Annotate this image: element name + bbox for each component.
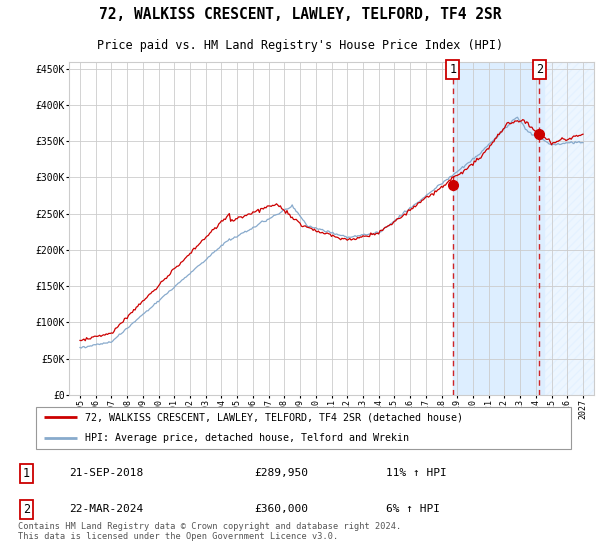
Bar	[544, 62, 594, 395]
Text: 1: 1	[23, 467, 30, 480]
Text: Price paid vs. HM Land Registry's House Price Index (HPI): Price paid vs. HM Land Registry's House …	[97, 39, 503, 53]
Text: 11% ↑ HPI: 11% ↑ HPI	[386, 468, 447, 478]
Text: 2: 2	[536, 63, 543, 76]
Text: 2: 2	[23, 503, 30, 516]
Text: £360,000: £360,000	[254, 505, 308, 515]
Text: 22-MAR-2024: 22-MAR-2024	[70, 505, 144, 515]
Text: HPI: Average price, detached house, Telford and Wrekin: HPI: Average price, detached house, Telf…	[85, 433, 409, 444]
Text: 6% ↑ HPI: 6% ↑ HPI	[386, 505, 440, 515]
Text: £289,950: £289,950	[254, 468, 308, 478]
FancyBboxPatch shape	[35, 407, 571, 449]
Text: 72, WALKISS CRESCENT, LAWLEY, TELFORD, TF4 2SR: 72, WALKISS CRESCENT, LAWLEY, TELFORD, T…	[99, 7, 501, 22]
Text: Contains HM Land Registry data © Crown copyright and database right 2024.
This d: Contains HM Land Registry data © Crown c…	[18, 522, 401, 542]
Text: 21-SEP-2018: 21-SEP-2018	[70, 468, 144, 478]
Text: 1: 1	[449, 63, 457, 76]
Bar	[453, 62, 544, 395]
Text: 72, WALKISS CRESCENT, LAWLEY, TELFORD, TF4 2SR (detached house): 72, WALKISS CRESCENT, LAWLEY, TELFORD, T…	[85, 412, 463, 422]
